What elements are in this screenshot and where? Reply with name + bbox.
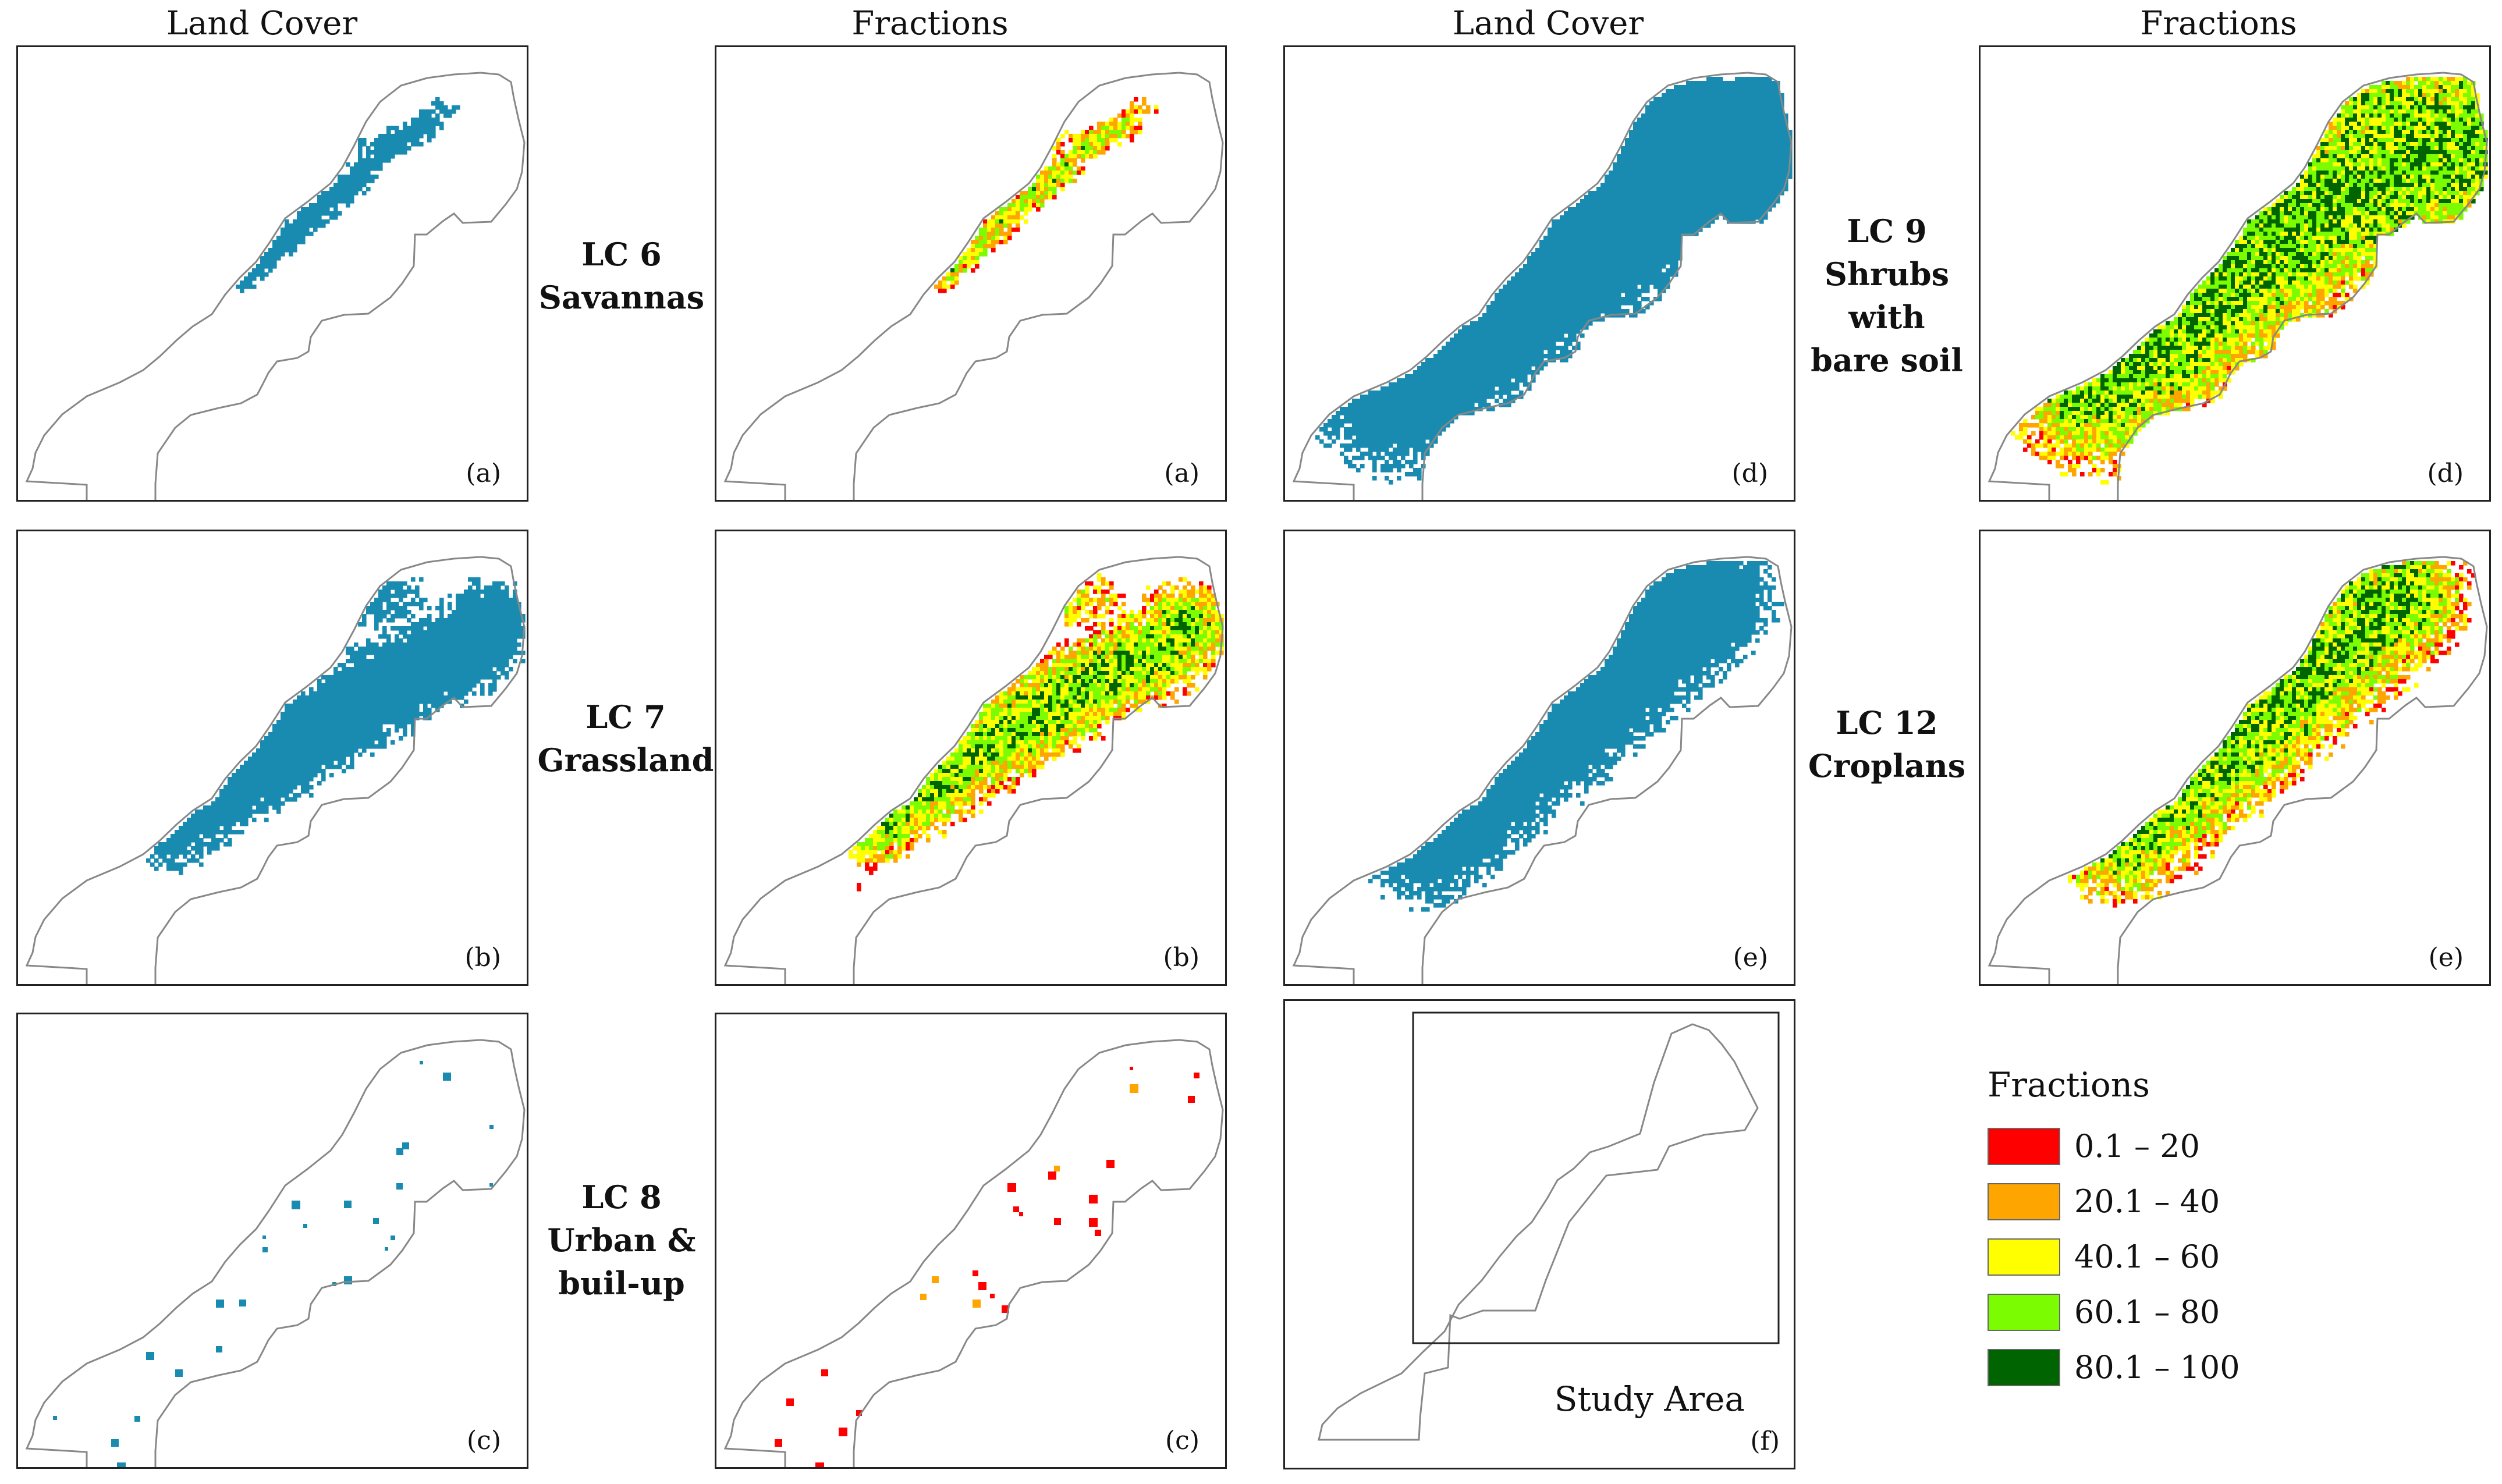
label-lc12-name: Croplans [1808,747,1966,784]
panel-label-d: (d) [1731,459,1769,488]
legend-item-label: 20.1 – 40 [2074,1183,2220,1220]
country-outline [1292,72,1793,500]
label-lc6-code: LC 6 [581,236,662,273]
label-lc8-name-1: Urban & [547,1222,696,1259]
map-lc8-fractions: (c) [715,1013,1227,1469]
label-lc7-code: LC 7 [585,698,666,736]
map-study-area: Study Area (f) [1283,999,1795,1469]
map-svg [25,556,526,984]
legend-title: Fractions [1988,1065,2150,1105]
panel-label-d-fractions: (d) [2427,459,2464,488]
panel-label-e-fractions: (e) [2428,943,2464,972]
col-title-land-cover-1: Land Cover [166,5,358,42]
label-lc8: LC 8 Urban & buil-up [523,1176,721,1305]
panel-label-b-fractions: (b) [1163,943,1200,972]
land-cover-pixels [146,577,526,875]
legend-item-label: 80.1 – 100 [2074,1349,2240,1386]
panel-label-a: (a) [466,459,501,488]
panel-label-b: (b) [464,943,502,972]
map-svg [723,556,1224,984]
country-outline [723,556,1224,984]
country-outline [723,72,1224,500]
fraction-pixels [775,1067,1199,1467]
legend-swatch [1988,1238,2060,1276]
label-lc9-name-1: Shrubs with [1824,255,1950,336]
label-lc12-code: LC 12 [1836,704,1938,741]
map-lc12-fractions: (e) [1979,530,2491,986]
fraction-pixels [849,573,1224,892]
map-svg [25,72,526,500]
label-lc9: LC 9 Shrubs with bare soil [1788,210,1986,382]
legend-item: 80.1 – 100 [1988,1340,2240,1395]
map-lc8-land-cover: (c) [16,1013,528,1469]
study-area-label: Study Area [1554,1379,1745,1419]
label-lc7-name: Grassland [537,741,714,779]
legend-item: 40.1 – 60 [1988,1229,2240,1284]
map-svg [25,1039,526,1467]
label-lc6: LC 6 Savannas [523,233,721,319]
map-svg [723,1039,1224,1467]
map-lc9-fractions: (d) [1979,45,2491,502]
label-lc6-name: Savannas [538,279,705,316]
land-cover-pixels [236,97,460,293]
col-title-fractions-2: Fractions [2140,5,2297,42]
legend-item: 0.1 – 20 [1988,1119,2240,1174]
map-lc12-land-cover: (e) [1283,530,1795,986]
map-svg [1292,72,1793,500]
country-outline [1292,556,1793,984]
map-lc9-land-cover: (d) [1283,45,1795,502]
fraction-pixels [2068,561,2476,908]
map-lc7-fractions: (b) [715,530,1227,986]
panel-label-e: (e) [1733,943,1768,972]
legend-item: 60.1 – 80 [1988,1284,2240,1340]
fraction-pixels [934,97,1159,293]
label-lc12: LC 12 Croplans [1788,701,1986,787]
label-lc8-code: LC 8 [581,1178,662,1216]
legend-item-label: 0.1 – 20 [2074,1128,2200,1165]
map-lc7-land-cover: (b) [16,530,528,986]
country-outline [25,1039,526,1467]
fractions-legend: Fractions 0.1 – 20 20.1 – 40 40.1 – 60 6… [1988,1065,2240,1395]
country-outline [1988,556,2488,984]
country-outline [25,72,526,500]
legend-swatch [1988,1293,2060,1331]
legend-item-label: 40.1 – 60 [2074,1238,2220,1275]
legend-swatch [1988,1183,2060,1220]
land-cover-pixels [1368,561,1784,912]
map-lc6-fractions: (a) [715,45,1227,502]
legend-item: 20.1 – 40 [1988,1174,2240,1229]
map-svg [723,72,1224,500]
map-svg [1988,556,2488,984]
panel-label-f: (f) [1750,1426,1780,1456]
country-outline [25,556,526,984]
country-outline [1988,72,2488,500]
study-area-outline [1318,1023,1759,1441]
label-lc8-name-2: buil-up [558,1265,685,1302]
legend-swatch [1988,1127,2060,1165]
map-svg [1292,556,1793,984]
study-area-box [1412,1011,1780,1344]
map-lc6-land-cover: (a) [16,45,528,502]
col-title-land-cover-2: Land Cover [1452,5,1644,42]
fraction-pixels [2011,77,2488,485]
map-svg [1988,72,2488,500]
land-cover-pixels [1315,77,1793,485]
col-title-fractions-1: Fractions [851,5,1009,42]
panel-label-a-fractions: (a) [1164,459,1199,488]
land-cover-pixels [53,1061,494,1467]
label-lc9-code: LC 9 [1847,212,1927,250]
panel-label-c: (c) [467,1426,501,1455]
legend-item-label: 60.1 – 80 [2074,1294,2220,1330]
label-lc9-name-2: bare soil [1811,342,1963,379]
study-area-svg [1318,1011,1780,1441]
label-lc7: LC 7 Grassland [527,695,725,782]
panel-label-c-fractions: (c) [1165,1426,1199,1455]
country-outline [723,1039,1224,1467]
legend-swatch [1988,1348,2060,1386]
